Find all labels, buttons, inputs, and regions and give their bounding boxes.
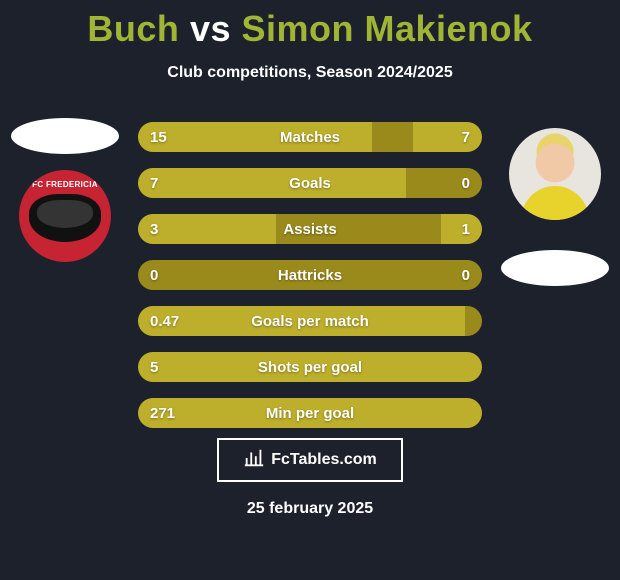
stat-row: 5Shots per goal [138,352,482,382]
stats-rows: 157Matches 70Goals 31Assists 00Hattricks 0.4… [138,122,482,444]
stat-row: 31Assists [138,214,482,244]
player1-club-badge: FC FREDERICIA [19,170,111,262]
player1-club-label: FC FREDERICIA [19,180,111,189]
player2-avatar [509,128,601,220]
stat-label: Goals per match [138,306,482,336]
player1-avatar-placeholder [11,118,119,154]
stat-label: Min per goal [138,398,482,428]
title-vs: vs [190,8,231,49]
stat-row: 00Hattricks [138,260,482,290]
stat-label: Hattricks [138,260,482,290]
branding-box: FcTables.com [217,438,403,482]
subtitle: Club competitions, Season 2024/2025 [0,64,620,82]
stat-row: 271Min per goal [138,398,482,428]
left-column: FC FREDERICIA [10,118,120,262]
right-column [500,128,610,286]
stat-label: Shots per goal [138,352,482,382]
page-title: Buch vs Simon Makienok [0,0,620,50]
stat-row: 157Matches [138,122,482,152]
date-text: 25 february 2025 [0,500,620,518]
stat-label: Assists [138,214,482,244]
bar-chart-icon [243,447,265,474]
title-player2: Simon Makienok [242,8,533,49]
player2-club-badge-placeholder [501,250,609,286]
stat-row: 0.47Goals per match [138,306,482,336]
branding-text: FcTables.com [271,451,377,469]
stat-label: Goals [138,168,482,198]
stat-row: 70Goals [138,168,482,198]
stat-label: Matches [138,122,482,152]
title-player1: Buch [87,8,179,49]
